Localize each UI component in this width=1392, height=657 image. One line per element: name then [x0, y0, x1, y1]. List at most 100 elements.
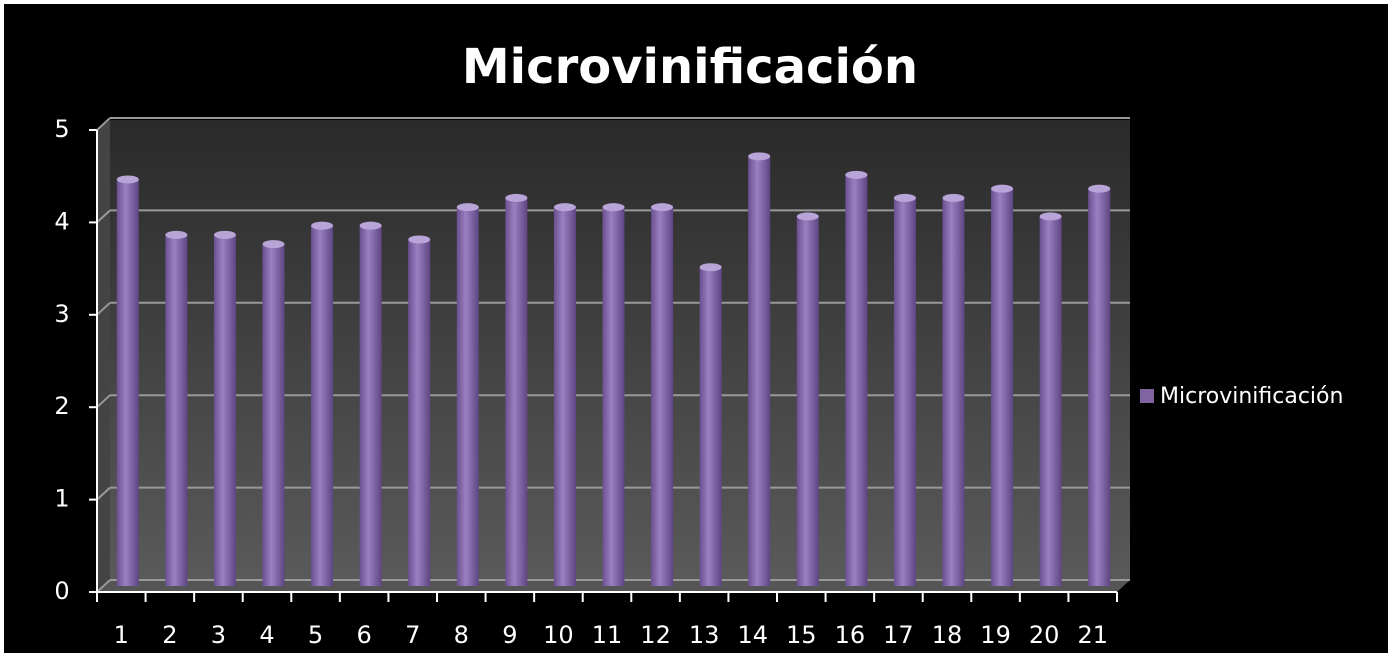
bar-body: [602, 207, 625, 586]
y-tick-label: 3: [54, 300, 69, 328]
x-tick-label: 18: [932, 621, 963, 649]
x-tick-label: 10: [543, 621, 574, 649]
bar-body: [991, 188, 1014, 586]
x-tick-label: 19: [980, 621, 1011, 649]
bar: [311, 221, 334, 586]
bar-top: [796, 212, 819, 221]
bar-top: [553, 203, 576, 212]
bar-body: [796, 216, 819, 586]
x-tick-label: 20: [1029, 621, 1060, 649]
bar: [116, 175, 139, 586]
bar: [408, 235, 431, 586]
bar-body: [116, 179, 139, 586]
grid-line: [96, 486, 111, 501]
grid-line: [96, 302, 111, 316]
bar-top: [845, 170, 868, 179]
x-tick-label: 4: [259, 621, 274, 649]
y-tick-label: 1: [54, 485, 69, 513]
x-tick-label: 2: [162, 621, 177, 649]
bar-body: [408, 239, 431, 586]
bar-body: [213, 234, 236, 586]
x-tick-label: 17: [883, 621, 914, 649]
x-tick-label: 21: [1077, 621, 1108, 649]
y-tick-label: 2: [54, 392, 69, 420]
bar: [1039, 212, 1062, 586]
side-wall: [97, 120, 110, 592]
bar: [505, 193, 528, 587]
x-tick-label: 5: [308, 621, 323, 649]
grid-line: [96, 394, 111, 408]
x-tick-label: 16: [835, 621, 866, 649]
x-tick-label: 1: [114, 621, 129, 649]
x-tick-label: 11: [592, 621, 623, 649]
bar-top: [602, 203, 625, 212]
bar: [262, 240, 285, 586]
bar: [651, 203, 674, 586]
bar-top: [116, 175, 139, 184]
chart-title: Microvinificación: [462, 39, 918, 95]
bar-body: [699, 267, 722, 586]
bar-body: [845, 174, 868, 586]
bar-body: [311, 225, 334, 586]
x-tick-label: 3: [211, 621, 226, 649]
bar-top: [942, 193, 965, 202]
bar-body: [651, 207, 674, 586]
bar-top: [456, 203, 479, 212]
x-tick-label: 6: [357, 621, 372, 649]
x-tick-label: 12: [640, 621, 671, 649]
bar-body: [262, 244, 285, 586]
bar: [213, 230, 236, 586]
legend-label: Microvinificación: [1160, 384, 1343, 409]
bar-top: [165, 230, 188, 239]
y-tick-label: 0: [54, 577, 69, 605]
grid-line: [96, 117, 111, 131]
bar-body: [359, 225, 382, 586]
legend-swatch: [1140, 389, 1154, 403]
bar: [748, 152, 771, 586]
bar: [991, 184, 1014, 586]
bar: [893, 193, 916, 587]
bar-top: [359, 221, 382, 230]
y-tick-label: 5: [54, 115, 69, 143]
y-tick-label: 4: [54, 207, 69, 235]
x-tick-label: 7: [405, 621, 420, 649]
bar-top: [408, 235, 431, 244]
x-tick-label: 14: [737, 621, 768, 649]
bar-body: [553, 207, 576, 586]
bar-top: [651, 203, 674, 212]
bar: [553, 203, 576, 586]
bar-top: [893, 193, 916, 202]
bar-top: [1088, 184, 1111, 193]
x-tick-label: 15: [786, 621, 817, 649]
bar-body: [942, 197, 965, 587]
bar-top: [213, 230, 236, 239]
bar: [1088, 184, 1111, 586]
bar-body: [165, 234, 188, 586]
bar-top: [262, 240, 285, 249]
bar-body: [1088, 188, 1111, 586]
bar-top: [748, 152, 771, 161]
bar-body: [505, 197, 528, 587]
bar-body: [456, 207, 479, 586]
grid-line: [96, 209, 111, 224]
bar: [359, 221, 382, 586]
x-tick-label: 8: [454, 621, 469, 649]
bar: [602, 203, 625, 586]
bar: [165, 230, 188, 586]
bar-top: [311, 221, 334, 230]
bar: [456, 203, 479, 586]
x-tick-label: 13: [689, 621, 720, 649]
bar-top: [699, 263, 722, 272]
bar: [942, 193, 965, 587]
legend: Microvinificación: [1140, 384, 1343, 409]
grid-line: [96, 579, 111, 593]
bar-body: [1039, 216, 1062, 586]
bar-top: [1039, 212, 1062, 221]
bar: [796, 212, 819, 586]
bar-body: [893, 197, 916, 587]
bar: [845, 170, 868, 586]
bar-top: [505, 193, 528, 202]
bar-top: [991, 184, 1014, 193]
bar: [699, 263, 722, 586]
